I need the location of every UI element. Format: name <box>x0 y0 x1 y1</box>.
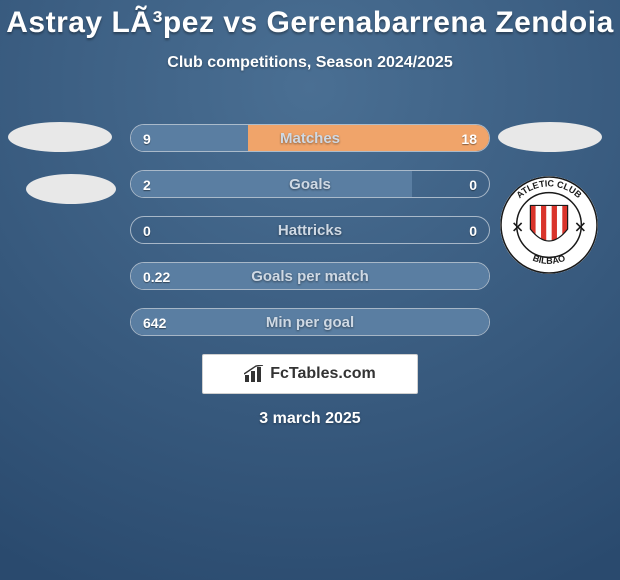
stat-value-right: 0 <box>457 217 489 244</box>
right-avatar-placeholder <box>498 122 602 152</box>
comparison-chart: ATLETIC CLUBBILBAO 918Matches20Goals00Ha… <box>0 108 620 368</box>
content-root: Astray LÃ³pez vs Gerenabarrena Zendoia C… <box>0 0 620 580</box>
stat-row: 918Matches <box>130 124 490 152</box>
stat-value-right: 0 <box>457 171 489 198</box>
avatar-placeholder-ellipse <box>26 174 116 204</box>
stat-row: 642Min per goal <box>130 308 490 336</box>
avatar-placeholder-ellipse <box>8 122 112 152</box>
stat-value-left: 642 <box>131 309 178 336</box>
stat-fill-left <box>131 263 490 289</box>
stat-value-left: 0 <box>131 217 163 244</box>
stat-row: 0.22Goals per match <box>130 262 490 290</box>
bar-chart-icon <box>244 365 266 383</box>
stat-value-left: 2 <box>131 171 163 198</box>
stat-fill-left <box>131 309 490 335</box>
stat-row: 0 0Hattricks <box>130 216 490 244</box>
stat-rows: 918Matches20Goals00Hattricks0.22Goals pe… <box>130 124 490 354</box>
page-title: Astray LÃ³pez vs Gerenabarrena Zendoia <box>0 6 620 40</box>
stat-fill-left <box>131 171 412 197</box>
stat-row: 20Goals <box>130 170 490 198</box>
brand-label: FcTables.com <box>270 365 376 383</box>
stat-value-left: 9 <box>131 125 163 152</box>
stat-value-right: 18 <box>449 125 489 152</box>
stat-label: Hattricks <box>131 217 489 244</box>
page-subtitle: Club competitions, Season 2024/2025 <box>0 54 620 72</box>
brand-badge: FcTables.com <box>202 354 418 394</box>
stat-value-left: 0.22 <box>131 263 182 290</box>
club-crest: ATLETIC CLUBBILBAO <box>500 176 598 274</box>
date-label: 3 march 2025 <box>0 410 620 428</box>
